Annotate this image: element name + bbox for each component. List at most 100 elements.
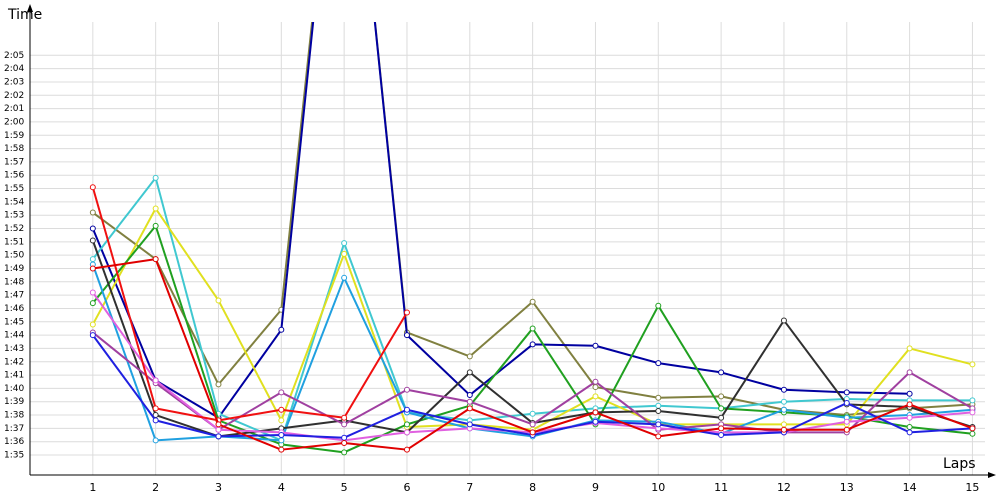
x-tick-label: 9 — [592, 481, 599, 494]
point — [592, 384, 599, 391]
point — [89, 184, 96, 191]
point — [152, 417, 159, 424]
point — [655, 394, 662, 401]
point — [529, 410, 536, 417]
point — [466, 392, 473, 399]
point — [403, 421, 410, 428]
x-tick-label: 4 — [278, 481, 285, 494]
point — [843, 389, 850, 396]
point — [969, 425, 976, 432]
y-tick-label: 1:55 — [4, 184, 24, 194]
x-tick-label: 3 — [215, 481, 222, 494]
x-tick-label: 11 — [714, 481, 728, 494]
y-tick-label: 1:51 — [4, 237, 24, 247]
y-tick-label: 1:39 — [4, 397, 24, 407]
point — [718, 432, 725, 439]
point — [89, 209, 96, 216]
point — [843, 426, 850, 433]
point — [152, 256, 159, 263]
point — [655, 360, 662, 367]
y-tick-label: 1:57 — [4, 157, 24, 167]
point — [466, 369, 473, 376]
point — [529, 421, 536, 428]
point — [906, 390, 913, 397]
x-tick-label: 7 — [466, 481, 473, 494]
point — [466, 353, 473, 360]
y-tick-label: 1:44 — [4, 331, 24, 341]
y-tick-label: 1:53 — [4, 211, 24, 221]
point — [718, 414, 725, 421]
point — [403, 406, 410, 413]
y-tick-label: 1:54 — [4, 197, 24, 207]
point — [780, 386, 787, 393]
point — [655, 402, 662, 409]
series-line — [91, 186, 408, 422]
point — [780, 317, 787, 324]
y-tick-label: 1:43 — [4, 344, 24, 354]
y-tick-label: 1:42 — [4, 357, 24, 367]
point — [278, 437, 285, 444]
point — [466, 405, 473, 412]
point — [969, 409, 976, 416]
point — [278, 446, 285, 453]
point — [780, 398, 787, 405]
y-tick-label: 1:56 — [4, 171, 24, 181]
point — [718, 393, 725, 400]
point — [403, 386, 410, 393]
point — [906, 401, 913, 408]
point — [89, 300, 96, 307]
point — [906, 345, 913, 352]
point — [969, 430, 976, 437]
y-tick-label: 1:36 — [4, 437, 24, 447]
series-line — [91, 22, 910, 419]
x-tick-label: 8 — [529, 481, 536, 494]
point — [529, 429, 536, 436]
y-tick-label: 1:50 — [4, 251, 24, 261]
point — [529, 341, 536, 348]
y-tick-label: 1:58 — [4, 144, 24, 154]
point — [341, 440, 348, 447]
y-tick-label: 1:48 — [4, 277, 24, 287]
point — [89, 332, 96, 339]
point — [466, 421, 473, 428]
y-tick-label: 1:52 — [4, 224, 24, 234]
point — [906, 424, 913, 431]
point — [906, 414, 913, 421]
point — [655, 421, 662, 428]
point — [341, 421, 348, 428]
point — [215, 421, 222, 428]
point — [89, 256, 96, 263]
point — [278, 432, 285, 439]
point — [89, 321, 96, 328]
point — [466, 398, 473, 405]
point — [969, 361, 976, 368]
point — [278, 406, 285, 413]
y-tick-label: 2:04 — [4, 64, 24, 74]
x-tick-label: 12 — [777, 481, 791, 494]
grid — [30, 22, 985, 475]
y-tick-label: 1:35 — [4, 451, 24, 461]
y-tick-label: 2:01 — [4, 104, 24, 114]
point — [152, 222, 159, 229]
point — [215, 433, 222, 440]
point — [843, 418, 850, 425]
point — [655, 433, 662, 440]
y-tick-label: 2:03 — [4, 77, 24, 87]
point — [592, 342, 599, 349]
point — [341, 414, 348, 421]
x-tick-label: 1 — [89, 481, 96, 494]
point — [341, 250, 348, 257]
point — [152, 205, 159, 212]
y-tick-label: 1:37 — [4, 424, 24, 434]
point — [341, 240, 348, 247]
y-tick-label: 2:02 — [4, 91, 24, 101]
point — [529, 298, 536, 305]
point — [403, 446, 410, 453]
point — [89, 265, 96, 272]
x-tick-label: 14 — [903, 481, 917, 494]
y-axis-label: Time — [7, 7, 42, 23]
point — [89, 225, 96, 232]
y-tick-label: 1:49 — [4, 264, 24, 274]
